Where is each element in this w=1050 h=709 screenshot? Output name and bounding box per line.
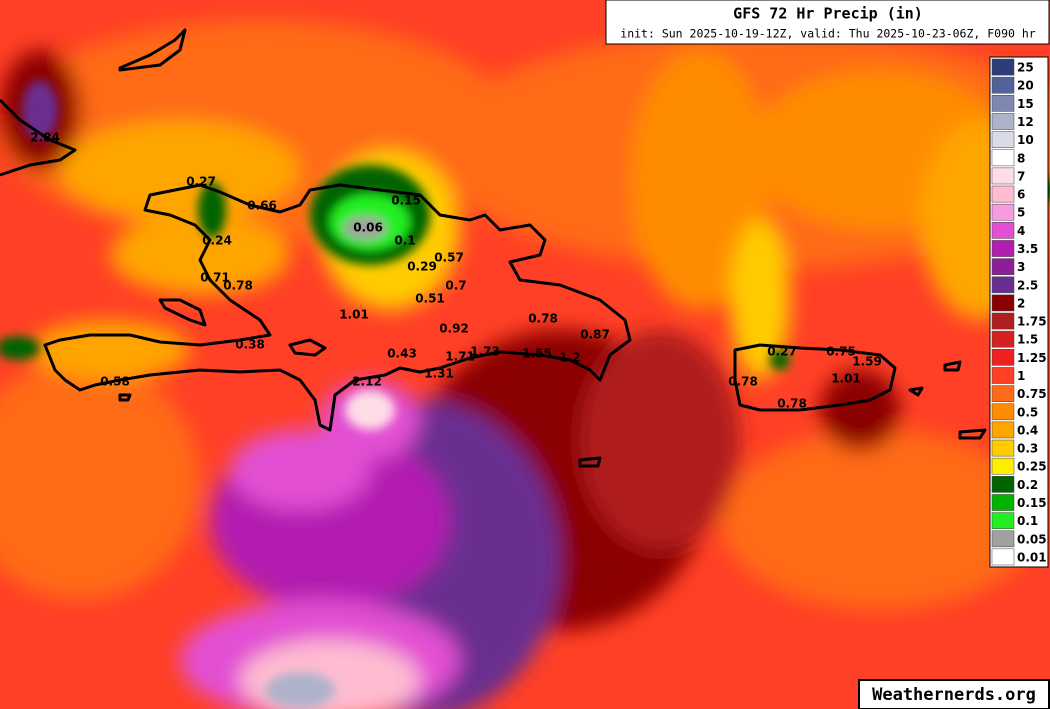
legend-swatch [991,349,1015,366]
legend-swatch [991,131,1015,148]
legend-label: 0.15 [1017,496,1047,510]
legend-swatch [991,385,1015,402]
point-value: 1.01 [339,308,369,322]
legend-label: 3 [1017,260,1025,274]
legend-swatch [991,494,1015,511]
legend-swatch [991,439,1015,457]
point-value: 1.2 [559,351,580,365]
point-value: 0.71 [200,271,230,285]
legend-label: 10 [1017,133,1034,147]
point-value: 0.78 [728,375,758,389]
legend-label: 5 [1017,206,1025,220]
legend-label: 1.5 [1017,333,1038,347]
legend-swatch [991,403,1015,421]
legend-label: 6 [1017,188,1025,202]
legend-swatch [991,330,1015,348]
point-value: 0.1 [394,234,415,248]
coastlines [0,28,987,468]
legend-label: 0.01 [1017,550,1047,564]
legend: 25 20 15 12 10 8 7 6 5 4 3.5 3 2.5 2 1.75 1.5 1.25 1 0.75 0… [989,56,1049,568]
legend-swatch [991,58,1015,76]
point-labels: 2.840.270.660.240.710.780.380.580.150.06… [30,131,882,411]
legend-swatch [991,312,1015,330]
point-value: 1.01 [831,372,861,386]
point-value: 0.38 [235,338,265,352]
legend-label: 12 [1017,115,1034,129]
legend-swatch [991,276,1015,294]
point-value: 2.84 [30,131,60,145]
legend-label: 0.25 [1017,460,1047,474]
point-value: 0.78 [528,312,558,326]
point-value: 0.7 [445,279,466,293]
point-value: 0.78 [777,397,807,411]
legend-swatch [991,149,1015,167]
legend-label: 0.05 [1017,532,1047,546]
map-subtitle: init: Sun 2025-10-19-12Z, valid: Thu 202… [620,27,1035,41]
point-value: 0.27 [186,175,216,189]
legend-swatch [991,367,1015,384]
legend-label: 7 [1017,169,1025,183]
point-value: 0.51 [415,292,445,306]
legend-label: 0.3 [1017,442,1038,456]
point-value: 1.73 [470,345,500,359]
point-value: 0.15 [391,194,421,208]
point-value: 0.43 [387,347,417,361]
legend-label: 25 [1017,61,1034,75]
legend-swatch [991,530,1015,548]
legend-swatch [991,512,1015,529]
legend-label: 0.75 [1017,387,1047,401]
legend-swatch [991,294,1015,312]
watermark: Weathernerds.org [872,685,1036,705]
legend-swatch [991,76,1015,94]
legend-label: 1.25 [1017,351,1047,365]
point-value: 0.87 [580,328,610,342]
legend-swatch [991,421,1015,439]
point-value: 1.31 [424,367,454,381]
map-title: GFS 72 Hr Precip (in) [733,5,923,23]
legend-label: 1 [1017,369,1025,383]
legend-swatch [991,167,1015,185]
legend-label: 20 [1017,79,1034,93]
point-value: 0.06 [353,221,383,235]
point-value: 0.92 [439,322,469,336]
title-box: GFS 72 Hr Precip (in) init: Sun 2025-10-… [605,0,1050,45]
point-value: 0.58 [100,375,130,389]
legend-swatch [991,95,1015,112]
legend-swatch [991,203,1015,221]
point-value: 0.75 [826,345,856,359]
legend-swatch [991,457,1015,475]
point-value: 2.12 [352,375,382,389]
legend-swatch [991,548,1015,566]
legend-label: 3.5 [1017,242,1038,256]
legend-label: 0.5 [1017,405,1038,419]
legend-swatch [991,258,1015,275]
point-value: 0.24 [202,234,232,248]
watermark-box: Weathernerds.org [858,679,1050,709]
legend-swatch [991,185,1015,203]
point-value: 0.57 [434,251,464,265]
point-value: 1.71 [445,350,475,364]
point-value: 0.27 [767,345,797,359]
legend-label: 8 [1017,151,1025,165]
legend-label: 4 [1017,224,1025,238]
legend-label: 15 [1017,97,1034,111]
point-value: 0.66 [247,199,277,213]
legend-label: 1.75 [1017,315,1047,329]
legend-label: 0.4 [1017,423,1038,437]
legend-swatch [991,113,1015,130]
point-value: 0.29 [407,260,437,274]
legend-swatch [991,476,1015,493]
legend-label: 2.5 [1017,278,1038,292]
legend-swatch [991,240,1015,257]
point-value: 0.78 [223,279,253,293]
point-value: 1.55 [522,347,552,361]
point-value: 1.59 [852,355,882,369]
legend-label: 0.2 [1017,478,1038,492]
legend-label: 0.1 [1017,514,1038,528]
legend-swatch [991,222,1015,239]
legend-label: 2 [1017,296,1025,310]
